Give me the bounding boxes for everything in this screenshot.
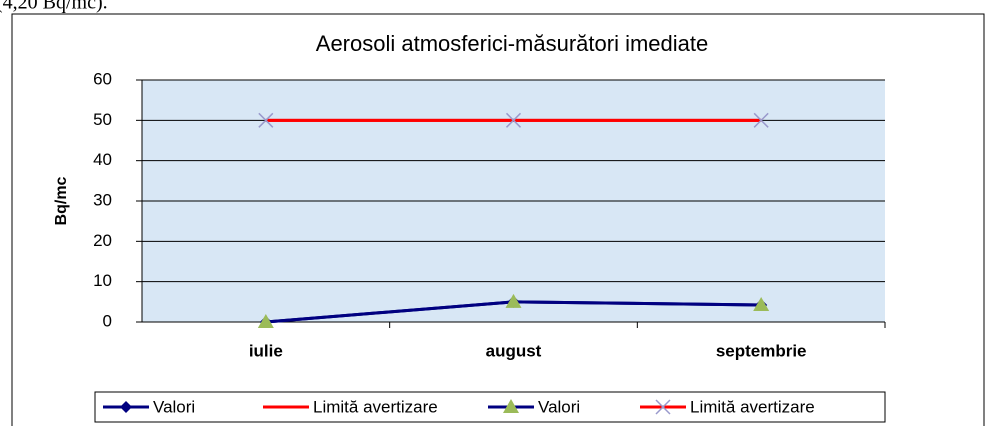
point-marker bbox=[257, 314, 274, 328]
y-tick-label: 30 bbox=[93, 190, 112, 209]
x-tick-label: iulie bbox=[249, 341, 283, 360]
y-tick-label: 40 bbox=[93, 150, 112, 169]
legend-label: Valori bbox=[153, 397, 195, 416]
y-tick-label: 60 bbox=[93, 69, 112, 88]
x-tick-label: septembrie bbox=[716, 341, 807, 360]
legend-label: Limită avertizare bbox=[690, 397, 815, 416]
legend-marker bbox=[503, 399, 519, 413]
point-marker bbox=[753, 112, 769, 128]
point-marker bbox=[505, 293, 522, 308]
chart-title: Aerosoli atmosferici-măsurători imediate bbox=[316, 31, 708, 56]
intro-text: (4,20 Bq/mc). bbox=[0, 0, 108, 14]
legend-marker bbox=[655, 399, 671, 415]
point-marker bbox=[258, 112, 274, 128]
legend-marker bbox=[120, 401, 132, 413]
y-tick-label: 50 bbox=[93, 110, 112, 129]
y-tick-label: 0 bbox=[103, 311, 112, 330]
point-marker bbox=[753, 297, 770, 312]
x-tick-label: august bbox=[486, 341, 542, 360]
legend-label: Valori bbox=[538, 397, 580, 416]
legend-label: Limită avertizare bbox=[313, 397, 438, 416]
y-tick-label: 10 bbox=[93, 271, 112, 290]
y-axis-label: Bq/mc bbox=[53, 176, 70, 225]
point-marker bbox=[505, 112, 522, 128]
y-tick-label: 20 bbox=[93, 231, 112, 250]
